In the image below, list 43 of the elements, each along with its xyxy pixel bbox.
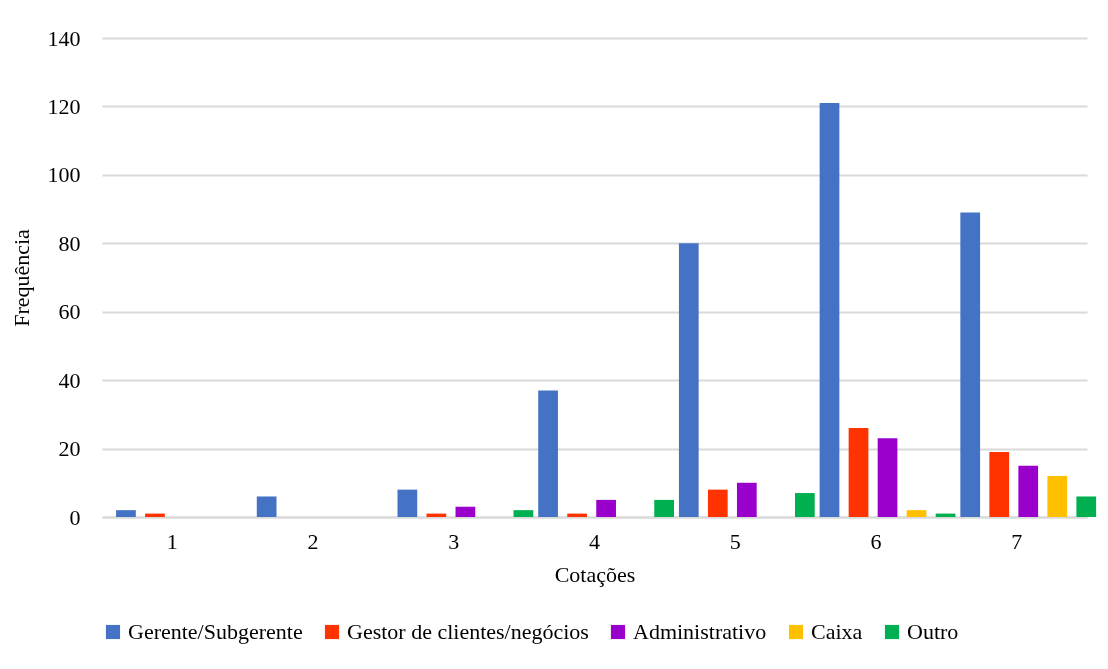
bar — [513, 510, 534, 517]
y-tick-label: 140 — [47, 25, 81, 51]
y-tick-label: 100 — [47, 162, 81, 188]
bar — [960, 212, 981, 517]
y-axis-title: Frequência — [8, 228, 34, 327]
x-tick-label: 7 — [1011, 528, 1023, 554]
bar — [794, 493, 815, 517]
bar — [1018, 465, 1039, 517]
bar — [877, 438, 898, 517]
legend-label: Gerente/Subgerente — [128, 619, 303, 644]
y-tick-label: 120 — [47, 93, 81, 119]
bar — [455, 506, 476, 517]
bar — [256, 496, 277, 517]
bar — [1047, 475, 1068, 517]
y-tick-label: 40 — [58, 367, 81, 393]
bar — [707, 489, 728, 517]
bar — [848, 428, 869, 517]
bar — [397, 489, 418, 517]
bar — [906, 510, 927, 517]
bar — [819, 103, 840, 517]
y-tick-label: 20 — [58, 436, 81, 462]
legend-label: Gestor de clientes/negócios — [347, 619, 589, 644]
x-tick-label: 4 — [589, 528, 600, 554]
bar — [538, 390, 558, 517]
legend-label: Outro — [907, 619, 959, 644]
bar — [1076, 496, 1097, 517]
bar — [989, 451, 1010, 517]
bar — [678, 243, 699, 517]
bar — [596, 499, 616, 517]
x-tick-label: 6 — [870, 528, 882, 554]
bar — [654, 499, 674, 517]
x-tick-label: 5 — [729, 528, 741, 554]
y-tick-label: 60 — [58, 299, 81, 325]
y-tick-label: 80 — [58, 230, 81, 256]
x-axis-title: Cotações — [554, 561, 636, 587]
y-tick-label: 0 — [69, 504, 81, 530]
x-tick-label: 2 — [307, 528, 319, 554]
legend-label: Administrativo — [633, 619, 767, 644]
bar — [736, 482, 757, 517]
x-tick-label: 1 — [166, 528, 178, 554]
legend-label: Caixa — [811, 619, 863, 644]
x-tick-label: 3 — [448, 528, 460, 554]
bar — [116, 510, 136, 517]
